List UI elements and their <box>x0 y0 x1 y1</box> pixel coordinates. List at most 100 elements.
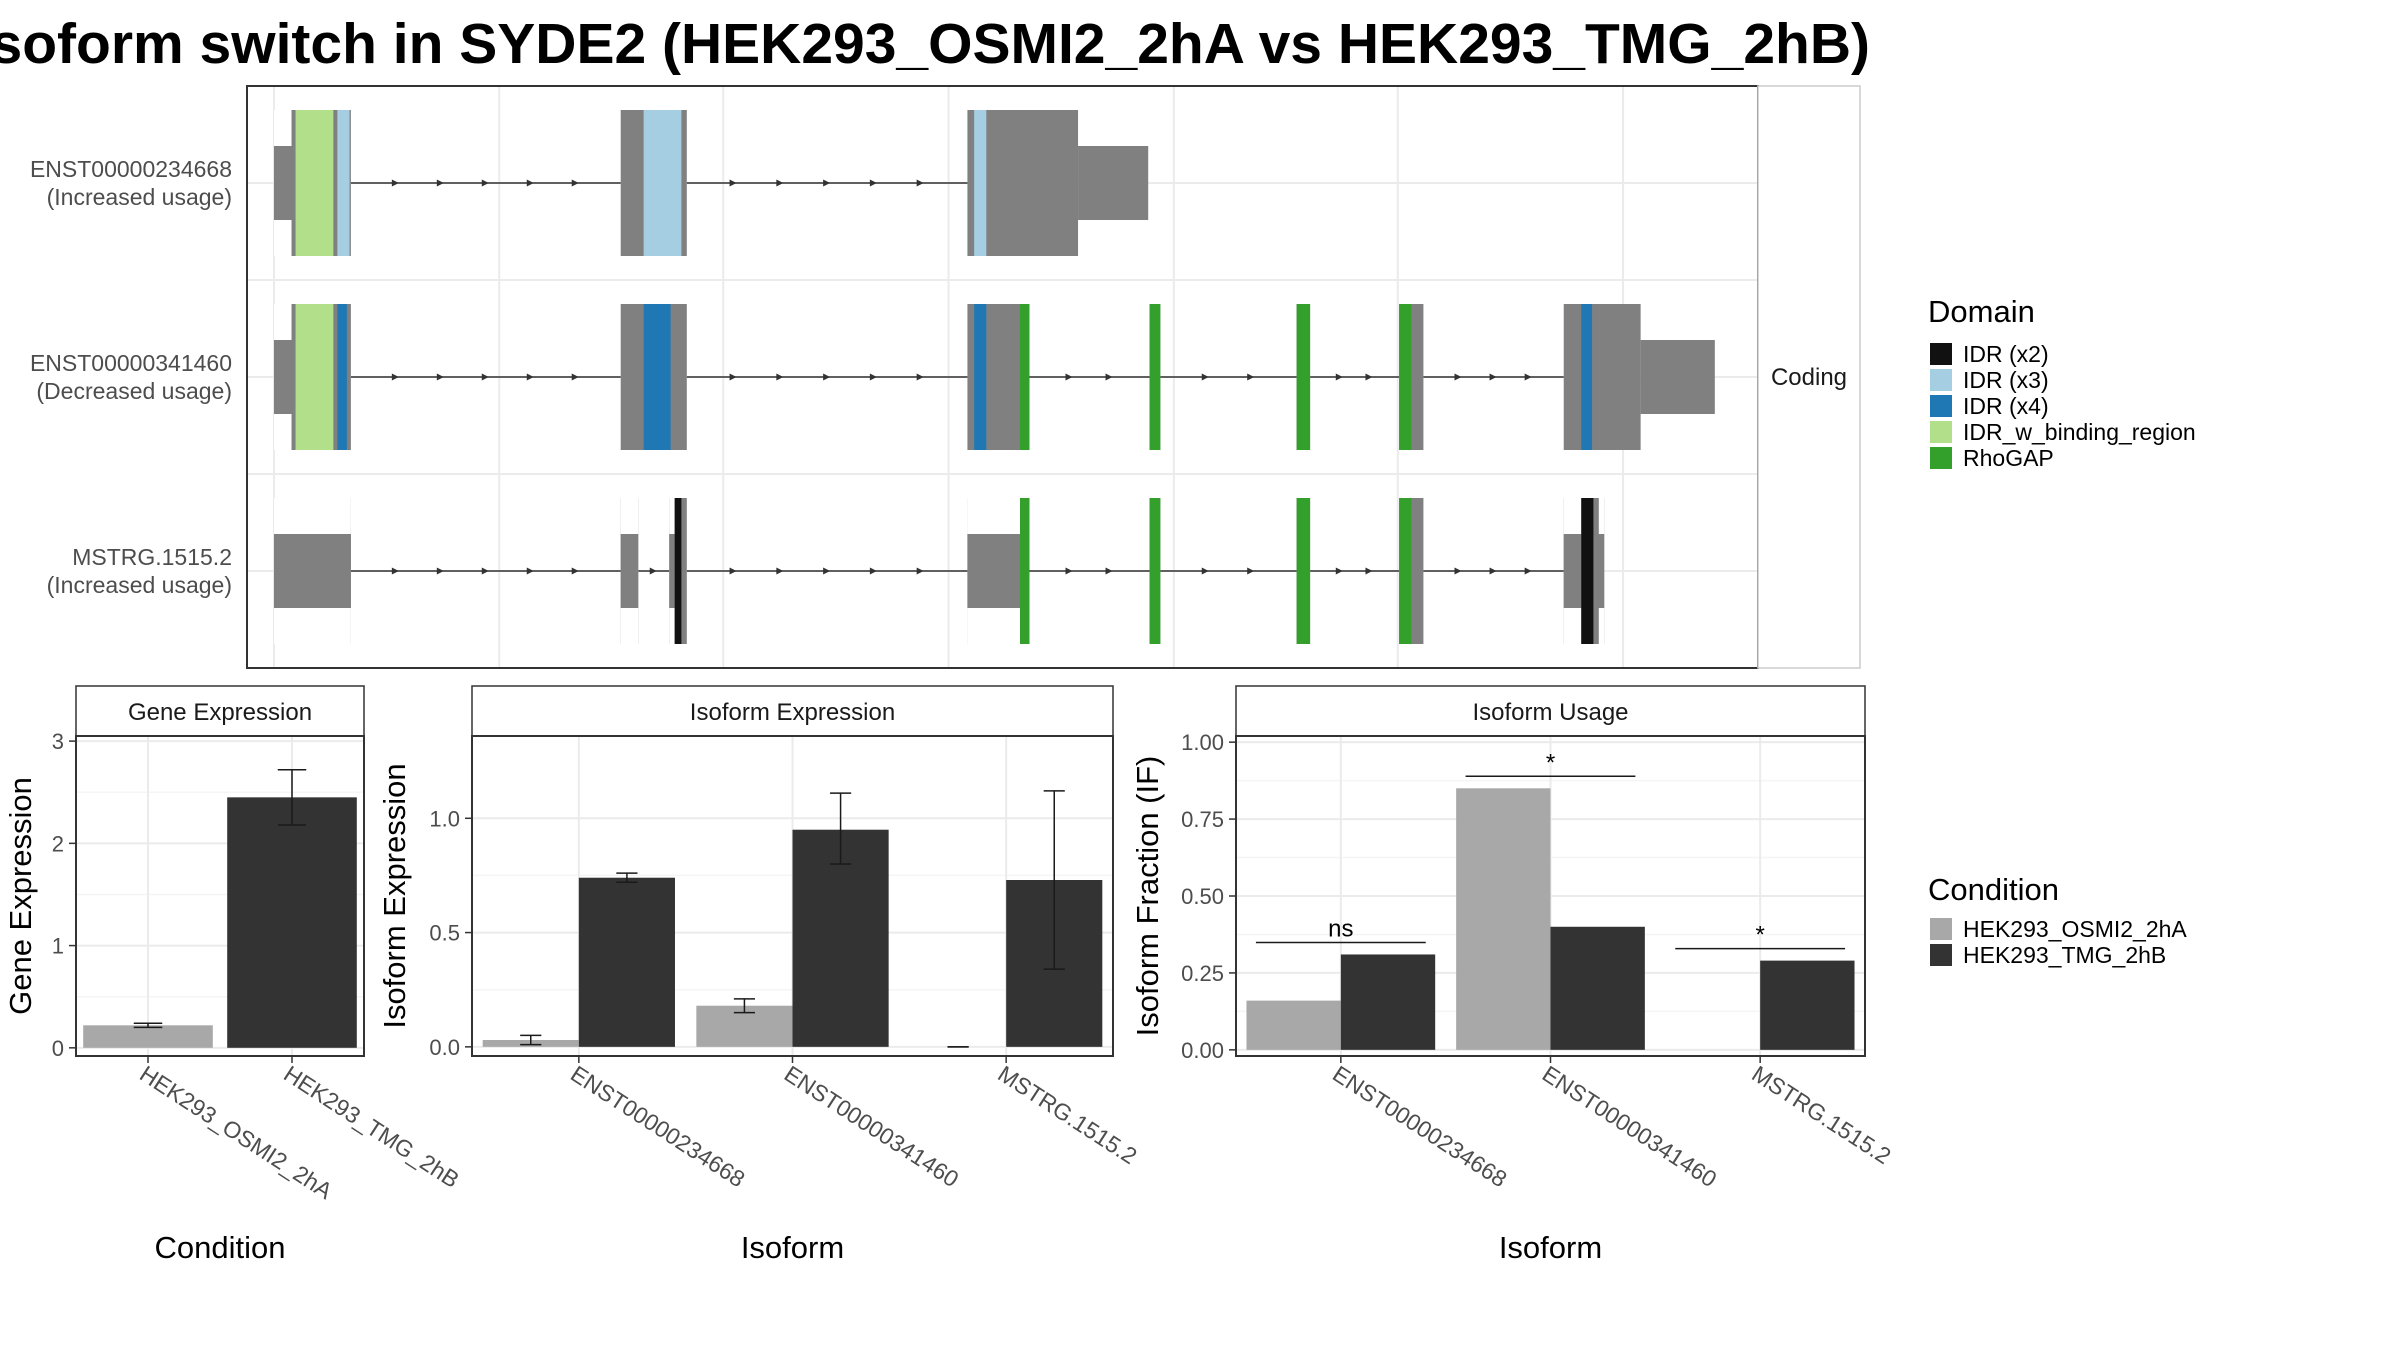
intron-direction-arrow <box>916 373 924 381</box>
isoform-usage-label: (Increased usage) <box>47 572 232 598</box>
legend-swatch-idr-x2 <box>1930 343 1952 365</box>
x-axis-label: Isoform <box>1499 1230 1602 1265</box>
isoform-usage-label: (Decreased usage) <box>36 378 232 404</box>
domain-rhogap <box>1296 304 1311 450</box>
panel-title: Isoform Expression <box>690 699 895 726</box>
domain-rhogap <box>1020 304 1030 450</box>
bar-enst00000341460-hek293-tmg-2hb <box>1550 926 1645 1050</box>
legend-swatch-rhogap <box>1930 447 1952 469</box>
intron-direction-arrow <box>1454 567 1462 575</box>
legend-label-idr-w-binding-region: IDR_w_binding_region <box>1963 419 2196 445</box>
domain-idr-x3 <box>974 110 987 256</box>
intron-direction-arrow <box>823 567 831 575</box>
chart-title: The isoform switch in SYDE2 (HEK293_OSMI… <box>0 8 1870 80</box>
intron-direction-arrow <box>1065 567 1073 575</box>
intron-direction-arrow <box>729 373 737 381</box>
bar-hek293-tmg-2hb <box>227 797 357 1048</box>
bar-enst00000234668-hek293-tmg-2hb <box>578 877 675 1047</box>
intron-direction-arrow <box>729 567 737 575</box>
legend-label-idr-x2: IDR (x2) <box>1963 341 2049 367</box>
utr-block <box>1078 146 1149 220</box>
intron-direction-arrow <box>481 567 489 575</box>
bar-mstrg-1515-2-hek293-tmg-2hb <box>1760 960 1855 1050</box>
isoform-structure-panel: ENST00000234668(Increased usage)ENST0000… <box>30 85 1861 669</box>
utr-mask-top <box>273 304 292 340</box>
isoform-label-enst00000234668: ENST00000234668 <box>30 156 232 182</box>
domain-rhogap <box>1149 304 1161 450</box>
y-tick-label: 0.50 <box>1181 884 1224 909</box>
y-tick-label: 1.0 <box>429 806 460 831</box>
legend-label-hek293-tmg-2hb: HEK293_TMG_2hB <box>1963 942 2166 968</box>
isoform-label-mstrg-1515-2: MSTRG.1515.2 <box>72 544 232 570</box>
intron-direction-arrow <box>1201 373 1209 381</box>
utr-mask-bottom <box>669 608 675 644</box>
domain-legend: Domain IDR (x2)IDR (x3)IDR (x4)IDR_w_bind… <box>1928 294 2196 471</box>
legend-label-idr-x4: IDR (x4) <box>1963 393 2049 419</box>
utr-mask-top <box>669 498 675 534</box>
intron-direction-arrow <box>1335 567 1343 575</box>
utr-mask-top <box>620 498 639 534</box>
plot-border <box>75 735 365 1057</box>
utr-mask-bottom <box>273 220 292 256</box>
intron-direction-arrow <box>526 373 534 381</box>
intron-direction-arrow <box>823 373 831 381</box>
y-tick-label: 1.00 <box>1181 730 1224 755</box>
x-tick-label-enst00000341460: ENST00000341460 <box>780 1060 964 1192</box>
intron-direction-arrow <box>1247 567 1255 575</box>
domain-rhogap <box>1399 304 1412 450</box>
x-axis-label: Isoform <box>741 1230 844 1265</box>
panel-title: Gene Expression <box>128 699 312 726</box>
domain-rhogap <box>1399 498 1412 644</box>
intron-direction-arrow <box>1105 373 1113 381</box>
isoform-usage-label: (Increased usage) <box>47 184 232 210</box>
intron-direction-arrow <box>481 373 489 381</box>
domain-rhogap <box>1020 498 1030 644</box>
intron-direction-arrow <box>571 373 579 381</box>
bar-enst00000341460-hek293-osmi2-2ha <box>1456 788 1551 1050</box>
utr-mask-bottom <box>620 608 639 644</box>
utr-mask-top <box>273 498 351 534</box>
x-tick-label-enst00000341460: ENST00000341460 <box>1538 1060 1722 1192</box>
y-tick-label: 0.0 <box>429 1035 460 1060</box>
legend-swatch-idr-x4 <box>1930 395 1952 417</box>
intron-direction-arrow <box>823 179 831 187</box>
utr-mask-top <box>273 110 292 146</box>
intron-direction-arrow <box>391 179 399 187</box>
intron-direction-arrow <box>1065 373 1073 381</box>
intron-direction-arrow <box>481 179 489 187</box>
utr-mask-top <box>967 498 1021 534</box>
panel-strip <box>471 685 1114 737</box>
intron-direction-arrow <box>571 567 579 575</box>
intron-direction-arrow <box>1365 373 1373 381</box>
y-tick-label: 0.25 <box>1181 961 1224 986</box>
domain-rhogap <box>1149 498 1161 644</box>
intron-direction-arrow <box>1524 373 1532 381</box>
intron-direction-arrow <box>649 567 657 575</box>
domain-idr-x4 <box>1581 304 1593 450</box>
structure-strip <box>1757 85 1861 669</box>
legend-label-rhogap: RhoGAP <box>1963 445 2054 471</box>
chart-title-text: The isoform switch in SYDE2 (HEK293_OSMI… <box>0 12 1870 76</box>
isoform-row-mstrg-1515-2 <box>273 498 1605 644</box>
legend-swatch-idr-w-binding-region <box>1930 421 1952 443</box>
bar-enst00000234668-hek293-osmi2-2ha <box>1246 1000 1341 1050</box>
intron-direction-arrow <box>1454 373 1462 381</box>
panel-title: Isoform Usage <box>1472 699 1628 726</box>
utr-mask-bottom <box>273 414 292 450</box>
domain-idr-w-binding-region <box>295 110 334 256</box>
significance-label: ns <box>1328 915 1353 942</box>
intron-direction-arrow <box>436 373 444 381</box>
domain-idr-x4 <box>643 304 671 450</box>
domain-idr-x2 <box>1581 498 1594 644</box>
intron-direction-arrow <box>869 567 877 575</box>
utr-block <box>967 534 1021 608</box>
plot-border <box>1235 735 1866 1057</box>
domain-legend-title: Domain <box>1928 294 2035 329</box>
utr-block <box>1563 534 1582 608</box>
x-tick-label-enst00000234668: ENST00000234668 <box>1328 1060 1512 1192</box>
x-tick-label-mstrg-1515-2: MSTRG.1515.2 <box>993 1060 1141 1169</box>
y-tick-label: 1 <box>52 934 64 959</box>
utr-mask-bottom <box>967 608 1021 644</box>
intron-direction-arrow <box>869 179 877 187</box>
